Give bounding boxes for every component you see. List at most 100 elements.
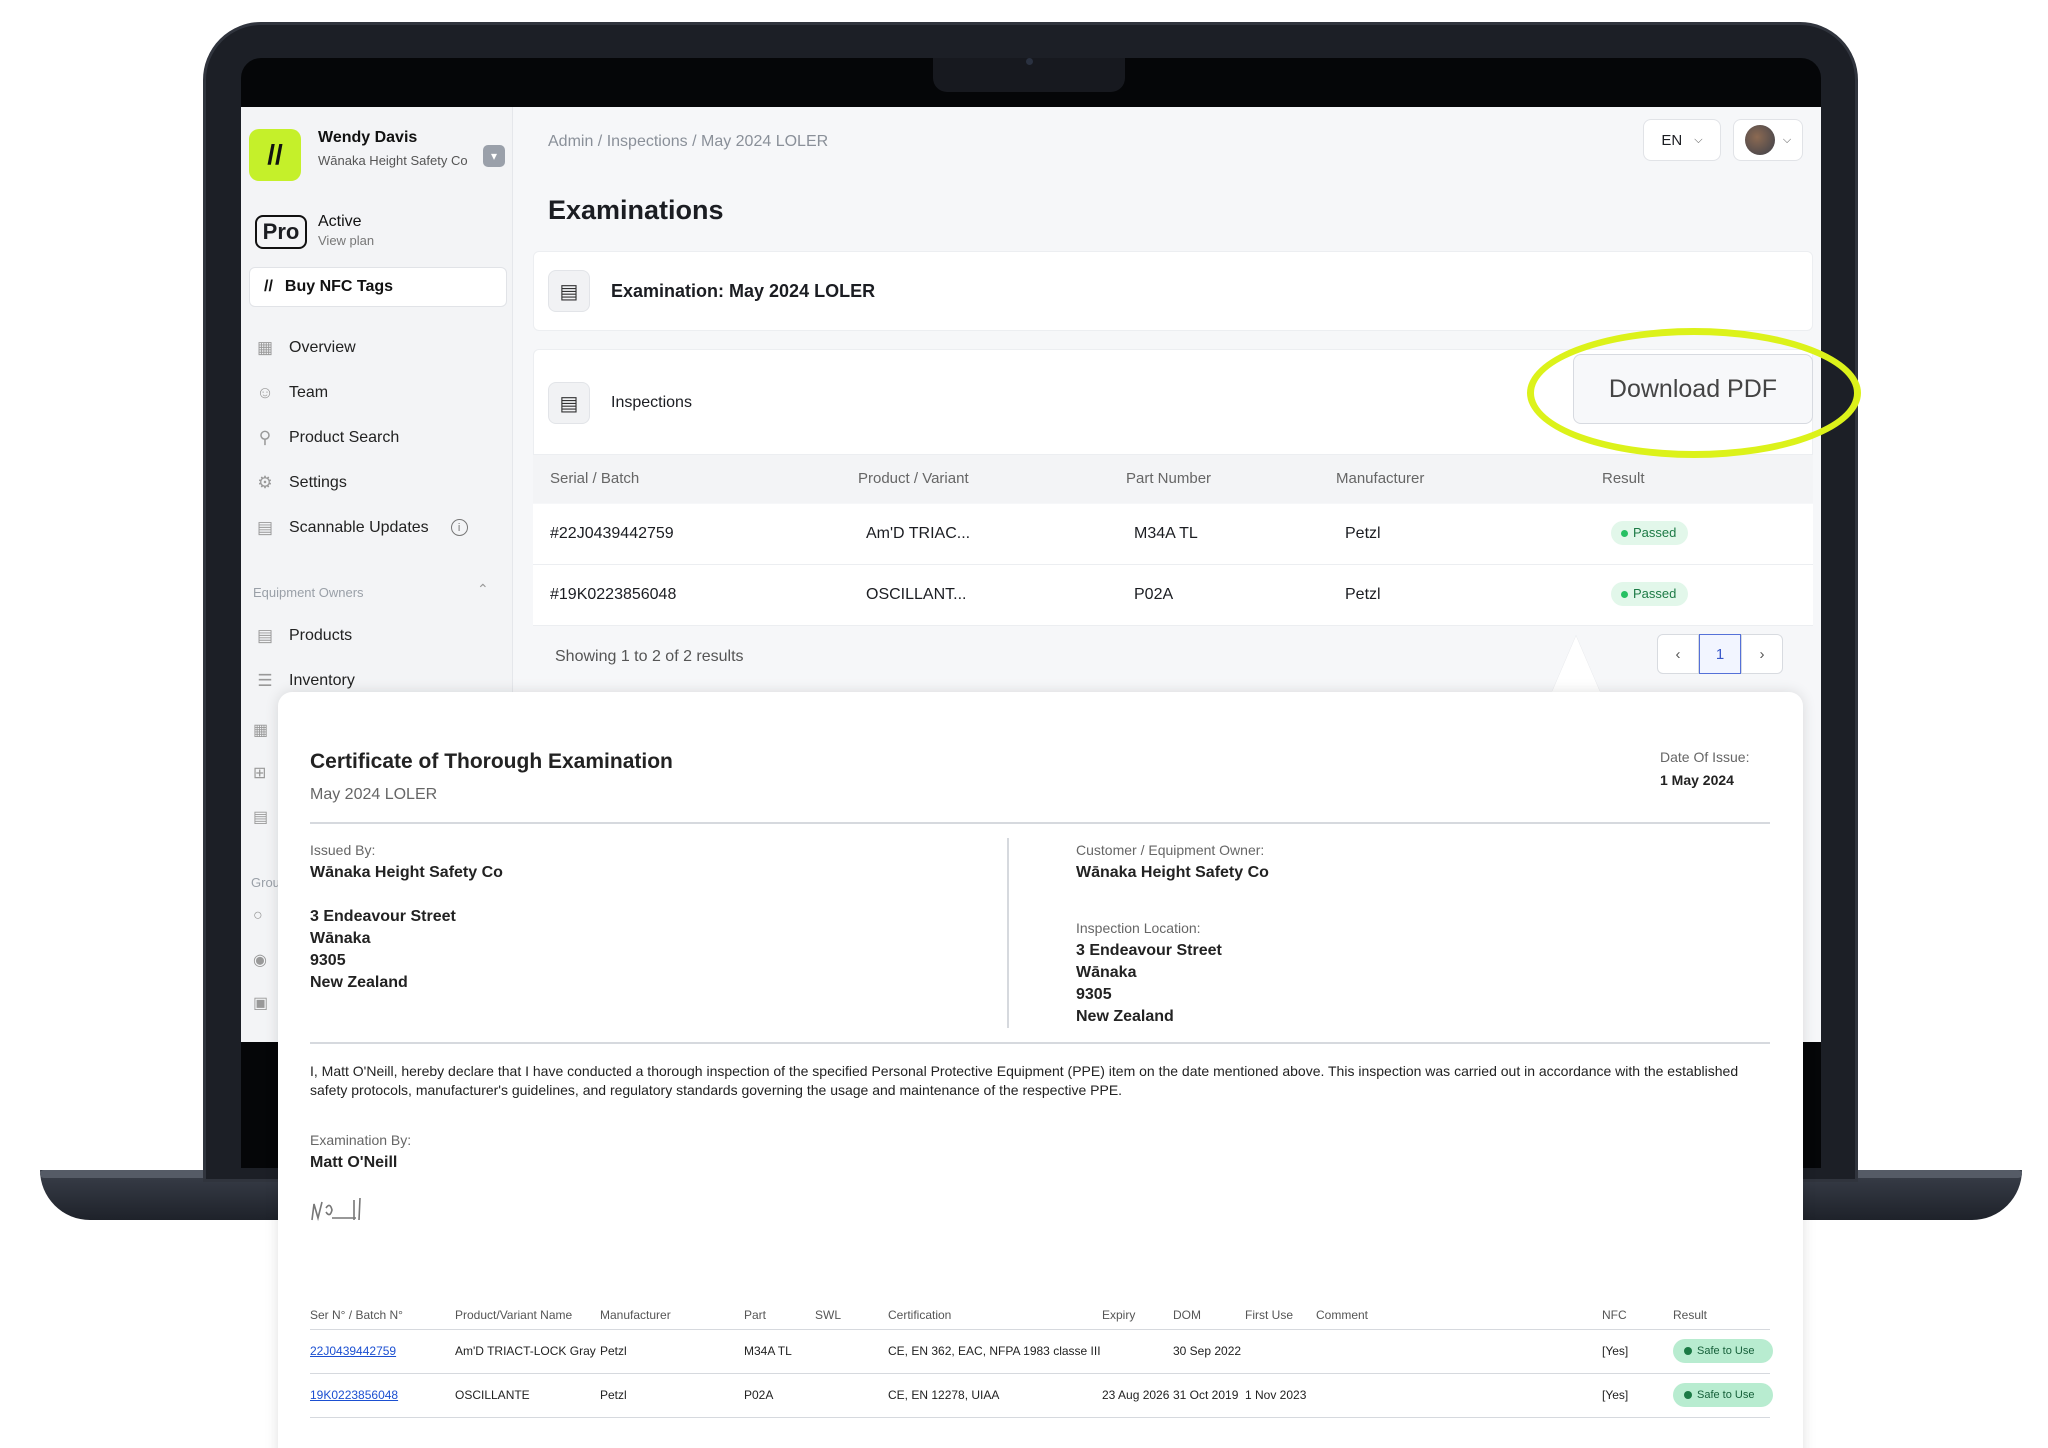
examined-by-label: Examination By:	[310, 1132, 412, 1148]
sidebar-item-team[interactable]: ☺ Team	[241, 370, 513, 415]
column-header-serial[interactable]: Serial / Batch	[550, 470, 640, 487]
signature	[310, 1194, 370, 1230]
lock-icon[interactable]: ○	[253, 907, 263, 924]
cell-part: P02A	[1134, 586, 1174, 603]
inspection-location-label: Inspection Location:	[1076, 920, 1201, 936]
buy-nfc-tags-button[interactable]: // Buy NFC Tags	[249, 267, 507, 307]
status-badge: Passed	[1611, 521, 1689, 545]
plus-document-icon[interactable]: ⊞	[253, 765, 267, 782]
serial-link[interactable]: 19K0223856048	[310, 1388, 399, 1402]
inspections-table-header: Serial / Batch Product / Variant Part Nu…	[533, 455, 1813, 503]
location-pin-icon[interactable]: ◉	[253, 952, 267, 969]
sidebar-item-scannable-updates[interactable]: ▤ Scannable Updates i	[241, 505, 513, 550]
pagination: ‹ 1 ›	[1657, 634, 1783, 674]
sidebar-item-product-search[interactable]: ⚲ Product Search	[241, 415, 513, 460]
inbox-icon[interactable]: ▣	[253, 995, 269, 1012]
cell-expiry: 23 Aug 2026	[1102, 1388, 1170, 1402]
column-header-product[interactable]: Product / Variant	[858, 470, 969, 487]
column-header-part[interactable]: Part Number	[1126, 470, 1212, 487]
table-row[interactable]: #19K0223856048 OSCILLANT... P02A Petzl P…	[533, 565, 1813, 626]
location-address-street: 3 Endeavour Street	[1076, 942, 1222, 959]
table-row[interactable]: #22J0439442759 Am'D TRIAC... M34A TL Pet…	[533, 504, 1813, 565]
cell-product: OSCILLANT...	[866, 586, 967, 603]
column-header-manufacturer: Manufacturer	[600, 1308, 671, 1322]
divider	[310, 1042, 1770, 1044]
examination-card: ▤ Examination: May 2024 LOLER	[533, 251, 1813, 331]
location-address-postcode: 9305	[1076, 986, 1112, 1003]
cell-dom: 30 Sep 2022	[1173, 1344, 1242, 1358]
column-header-first-use: First Use	[1245, 1308, 1293, 1322]
column-header-nfc: NFC	[1602, 1308, 1627, 1322]
language-value: EN	[1661, 131, 1683, 149]
signature-scribble-icon	[311, 1197, 361, 1222]
chevron-down-icon[interactable]: ▾	[483, 145, 505, 167]
breadcrumb: Admin / Inspections / May 2024 LOLER	[548, 133, 829, 150]
column-header-serial: Ser N° / Batch N°	[310, 1308, 403, 1322]
sidebar-item-label: Settings	[289, 473, 347, 491]
clipboard-icon: ▤	[548, 382, 590, 424]
user-card[interactable]: // Wendy Davis Wānaka Height Safety Co ▾	[249, 115, 507, 197]
user-org: Wānaka Height Safety Co	[318, 153, 468, 168]
pro-badge: Pro	[255, 215, 307, 249]
account-menu[interactable]: ⌵	[1733, 119, 1803, 161]
sidebar-item-overview[interactable]: ▦ Overview	[241, 325, 513, 370]
sidebar-item-settings[interactable]: ⚙ Settings	[241, 460, 513, 505]
list-icon: ☰	[257, 670, 273, 690]
column-header-product: Product/Variant Name	[455, 1308, 573, 1322]
section-label-equipment-owners: Equipment Owners	[253, 585, 364, 600]
divider	[310, 822, 1770, 824]
examined-by-value: Matt O'Neill	[310, 1154, 398, 1171]
cell-certification: CE, EN 12278, UIAA	[888, 1388, 1000, 1402]
chevron-left-icon[interactable]: ‹	[1657, 634, 1699, 674]
cell-certification: CE, EN 362, EAC, NFPA 1983 classe III	[888, 1344, 1101, 1358]
sidebar-item-label: Product Search	[289, 428, 400, 446]
column-header-result: Result	[1673, 1308, 1708, 1322]
sidebar-item-inventory[interactable]: ☰ Inventory	[241, 658, 513, 703]
issuer-address-city: Wānaka	[310, 930, 371, 947]
grid-icon: ▦	[256, 337, 274, 357]
cell-nfc: [Yes]	[1602, 1344, 1629, 1358]
issuer-address-postcode: 9305	[310, 952, 346, 969]
breadcrumb-admin[interactable]: Admin	[548, 133, 594, 150]
plan-card[interactable]: Pro Active View plan	[255, 209, 505, 253]
sidebar-nav: ▦ Overview ☺ Team ⚲ Product Search ⚙ Set…	[241, 325, 513, 550]
results-count: Showing 1 to 2 of 2 results	[555, 648, 744, 665]
sidebar-nav-equipment: ▤ Products ☰ Inventory	[241, 613, 513, 703]
certificate-subtitle: May 2024 LOLER	[310, 786, 438, 803]
view-plan-link[interactable]: View plan	[318, 233, 375, 248]
search-icon: ⚲	[258, 427, 272, 447]
issued-by-value: Wānaka Height Safety Co	[310, 864, 503, 881]
breadcrumb-inspections[interactable]: Inspections	[606, 133, 688, 150]
info-icon[interactable]: i	[450, 519, 468, 536]
cell-manufacturer: Petzl	[1345, 586, 1381, 603]
language-select[interactable]: EN ⌵	[1643, 119, 1721, 161]
download-highlight-ring	[1527, 328, 1861, 458]
location-address-country: New Zealand	[1076, 1008, 1174, 1025]
examination-title: Examination: May 2024 LOLER	[611, 281, 876, 301]
cell-product: Am'D TRIACT-LOCK Gray	[455, 1344, 596, 1358]
users-icon: ☺	[256, 382, 274, 402]
serial-link[interactable]: 22J0439442759	[310, 1344, 397, 1358]
document-icon: ▤	[256, 517, 274, 537]
column-header-swl: SWL	[815, 1308, 842, 1322]
column-header-comment: Comment	[1316, 1308, 1369, 1322]
sidebar-item-products[interactable]: ▤ Products	[241, 613, 513, 658]
column-divider	[1007, 838, 1009, 1028]
table-row: 22J0439442759 Am'D TRIACT-LOCK Gray Petz…	[310, 1330, 1773, 1374]
cell-serial: #19K0223856048	[550, 586, 677, 603]
page-button-current[interactable]: 1	[1699, 634, 1741, 674]
chevron-right-icon[interactable]: ›	[1741, 634, 1783, 674]
column-header-result[interactable]: Result	[1602, 470, 1645, 487]
clipboard-icon[interactable]: ▤	[253, 809, 269, 826]
gear-icon: ⚙	[257, 472, 273, 492]
cell-part: M34A TL	[1134, 525, 1198, 542]
chevron-up-icon[interactable]: ⌃	[477, 581, 489, 597]
cell-product: Am'D TRIAC...	[866, 525, 971, 542]
date-of-issue-value: 1 May 2024	[1660, 772, 1734, 788]
column-header-expiry: Expiry	[1102, 1308, 1136, 1322]
column-header-manufacturer[interactable]: Manufacturer	[1336, 470, 1425, 487]
users-card-icon[interactable]: ▦	[253, 722, 269, 739]
certificate-title: Certificate of Thorough Examination	[310, 750, 673, 773]
main-content: Admin / Inspections / May 2024 LOLER EN …	[513, 107, 1821, 1042]
